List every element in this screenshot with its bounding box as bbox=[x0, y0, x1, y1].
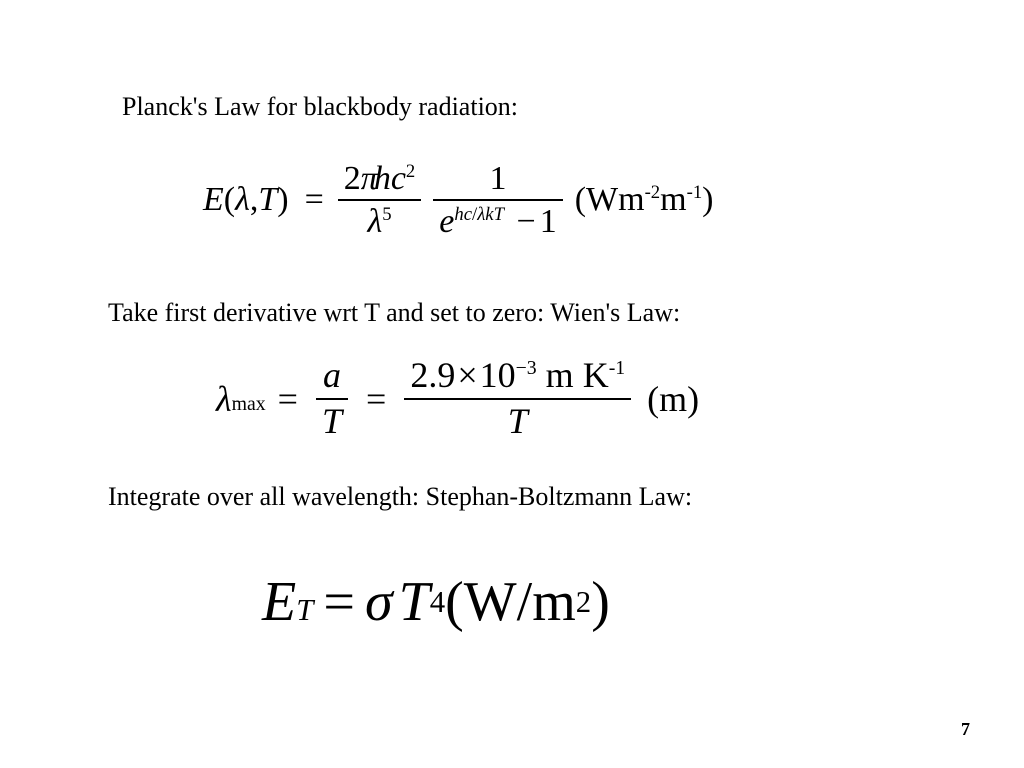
planck-f2-e: e bbox=[439, 203, 454, 240]
planck-f2-minus: − bbox=[517, 203, 536, 240]
stefan-u-wm: W/m bbox=[464, 570, 576, 634]
text-wien-intro: Take first derivative wrt T and set to z… bbox=[108, 298, 680, 328]
planck-frac2: 1 ehc/λkT −1 bbox=[433, 160, 562, 241]
planck-u-m1: m bbox=[618, 181, 644, 218]
planck-f2-1: 1 bbox=[483, 160, 512, 197]
planck-T: T bbox=[258, 181, 277, 219]
planck-f1-c2: 2 bbox=[406, 161, 415, 182]
wien-ten: 10 bbox=[480, 355, 516, 395]
planck-f2-k: k bbox=[485, 204, 493, 225]
planck-f2-hc: hc bbox=[454, 204, 472, 225]
wien-eq2: = bbox=[366, 378, 386, 420]
text-planck-intro: Planck's Law for blackbody radiation: bbox=[122, 92, 518, 122]
planck-lambda: λ bbox=[235, 181, 250, 219]
planck-u-open: ( bbox=[575, 181, 586, 218]
planck-f2-T: T bbox=[494, 204, 504, 225]
stefan-sigma: σ bbox=[365, 570, 393, 634]
wien-a: a bbox=[317, 356, 347, 396]
planck-f1-2: 2 bbox=[344, 160, 361, 197]
planck-paren-open: ( bbox=[224, 181, 235, 219]
stefan-eq: = bbox=[323, 570, 355, 634]
planck-u-e1: -2 bbox=[645, 182, 661, 203]
wien-m: m bbox=[546, 355, 574, 395]
planck-paren-close: ) bbox=[277, 181, 288, 219]
planck-frac1: 2πhc2 λ5 bbox=[338, 160, 421, 241]
wien-exp: −3 bbox=[516, 357, 537, 379]
planck-u-close: ) bbox=[702, 181, 713, 218]
equation-planck: E ( λ , T ) = 2πhc2 λ5 1 ehc/λkT −1 (Wm-… bbox=[203, 160, 714, 241]
slide-container: Planck's Law for blackbody radiation: E … bbox=[0, 0, 1024, 768]
stefan-subT: T bbox=[296, 593, 313, 628]
planck-u-m2: m bbox=[660, 181, 686, 218]
planck-E: E bbox=[203, 181, 224, 219]
planck-f1-lam5: 5 bbox=[382, 204, 391, 225]
page-number: 7 bbox=[961, 719, 970, 740]
wien-times: × bbox=[457, 355, 477, 395]
planck-f1-c: c bbox=[391, 160, 406, 197]
stefan-u-close: ) bbox=[591, 570, 610, 634]
wien-T1: T bbox=[316, 402, 348, 442]
wien-frac1: a T bbox=[316, 356, 348, 441]
stefan-u-2: 2 bbox=[576, 585, 591, 620]
planck-f1-h: h bbox=[374, 160, 391, 197]
planck-f1-lam: λ bbox=[367, 203, 382, 240]
stefan-T4: 4 bbox=[430, 585, 445, 620]
wien-units: (m) bbox=[647, 378, 699, 420]
stefan-T: T bbox=[399, 570, 430, 634]
wien-max: max bbox=[232, 393, 266, 416]
equation-stefan: ET = σ T4 (W/m2) bbox=[262, 570, 610, 634]
wien-T2: T bbox=[502, 402, 534, 442]
planck-comma: , bbox=[250, 181, 259, 219]
planck-units: (Wm-2m-1) bbox=[575, 181, 714, 219]
wien-K: K bbox=[583, 355, 609, 395]
stefan-E: E bbox=[262, 570, 296, 634]
wien-val: 2.9 bbox=[410, 355, 455, 395]
planck-u-e2: -1 bbox=[687, 182, 703, 203]
planck-f1-pi: π bbox=[361, 160, 374, 197]
planck-equals: = bbox=[305, 181, 324, 219]
planck-f2-one: 1 bbox=[540, 203, 557, 240]
equation-wien: λmax = a T = 2.9×10−3 m K-1 T (m) bbox=[216, 356, 699, 441]
wien-frac2: 2.9×10−3 m K-1 T bbox=[404, 356, 631, 441]
wien-lambda: λ bbox=[216, 378, 232, 420]
text-stefan-intro: Integrate over all wavelength: Stephan-B… bbox=[108, 482, 692, 512]
wien-Ke: -1 bbox=[609, 357, 625, 379]
wien-eq1: = bbox=[278, 378, 298, 420]
planck-u-W: W bbox=[586, 181, 618, 218]
wien-sp bbox=[537, 355, 546, 395]
stefan-u-open: ( bbox=[445, 570, 464, 634]
